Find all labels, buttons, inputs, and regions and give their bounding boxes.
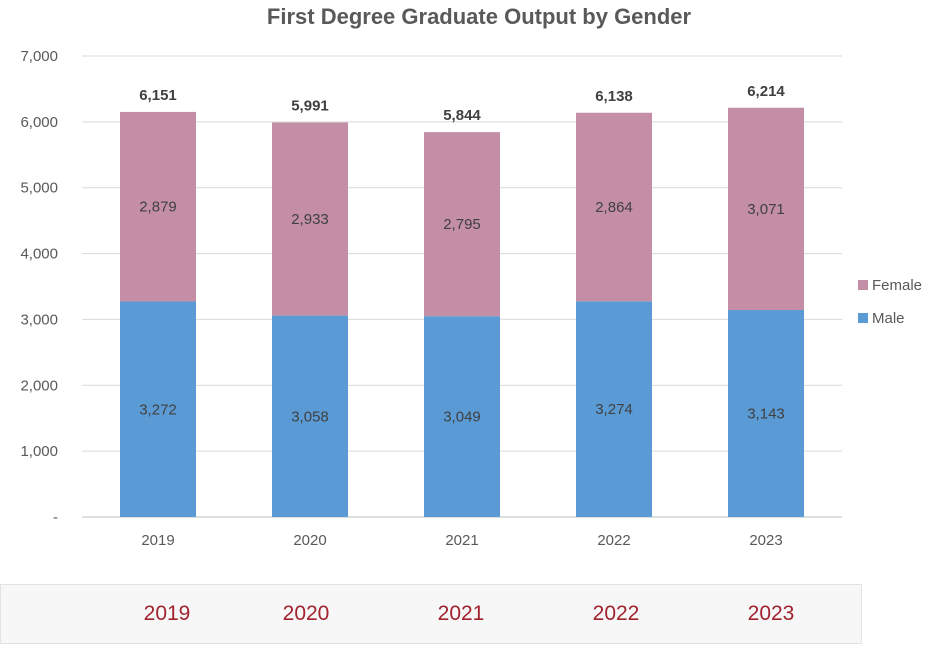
legend: Female Male xyxy=(858,277,922,327)
x-axis: 2019 2020 2021 2022 2023 xyxy=(141,532,782,549)
data-label-male-2022: 3,274 xyxy=(595,401,633,418)
year-tab-2023[interactable]: 2023 xyxy=(747,602,795,625)
y-tick-label: 6,000 xyxy=(20,114,58,131)
x-tick-label: 2021 xyxy=(445,532,478,549)
stacked-bar-chart: First Degree Graduate Output by Gender -… xyxy=(20,4,922,549)
year-tab-2019[interactable]: 2019 xyxy=(143,602,191,625)
y-tick-label: - xyxy=(53,509,58,526)
data-label-male-2021: 3,049 xyxy=(443,409,481,426)
year-tab-2022[interactable]: 2022 xyxy=(592,602,640,625)
bar-male-2022 xyxy=(576,301,652,517)
total-label-2020: 5,991 xyxy=(291,97,329,114)
legend-swatch-male xyxy=(858,313,868,323)
year-tab-2020[interactable]: 2020 xyxy=(282,602,330,625)
chart-title: First Degree Graduate Output by Gender xyxy=(267,4,692,29)
bar-male-2021 xyxy=(424,316,500,517)
x-tick-label: 2020 xyxy=(293,532,326,549)
legend-label-female: Female xyxy=(872,277,922,294)
data-label-male-2023: 3,143 xyxy=(747,406,785,423)
total-label-2021: 5,844 xyxy=(443,107,481,124)
bar-female-2020 xyxy=(272,122,348,316)
y-tick-label: 2,000 xyxy=(20,377,58,394)
total-label-2022: 6,138 xyxy=(595,88,633,105)
legend-label-male: Male xyxy=(872,310,905,327)
x-tick-label: 2022 xyxy=(597,532,630,549)
total-label-2019: 6,151 xyxy=(139,87,177,104)
x-tick-label: 2023 xyxy=(749,532,782,549)
data-label-female-2022: 2,864 xyxy=(595,199,633,216)
legend-swatch-female xyxy=(858,280,868,290)
bar-female-2022 xyxy=(576,112,652,302)
bar-male-2023 xyxy=(728,310,804,517)
year-tab-2021[interactable]: 2021 xyxy=(437,602,485,625)
bar-female-2021 xyxy=(424,132,500,317)
x-tick-label: 2019 xyxy=(141,532,174,549)
data-label-male-2019: 3,272 xyxy=(139,401,177,418)
y-tick-label: 3,000 xyxy=(20,311,58,328)
y-tick-label: 7,000 xyxy=(20,48,58,65)
bar-female-2023 xyxy=(728,107,804,311)
bar-male-2019 xyxy=(120,301,196,517)
bar-male-2020 xyxy=(272,315,348,517)
data-label-female-2019: 2,879 xyxy=(139,199,177,216)
y-tick-label: 4,000 xyxy=(20,246,58,263)
y-tick-label: 1,000 xyxy=(20,443,58,460)
data-label-female-2021: 2,795 xyxy=(443,216,481,233)
data-label-female-2020: 2,933 xyxy=(291,211,329,228)
total-label-2023: 6,214 xyxy=(747,83,785,100)
data-label-female-2023: 3,071 xyxy=(747,201,785,218)
bars: 3,272 2,879 6,151 3,058 2,933 5,991 3,049 2,795… xyxy=(120,83,804,517)
y-axis: - 1,000 2,000 3,000 4,000 5,000 6,000 7,000 xyxy=(20,48,58,526)
y-tick-label: 5,000 xyxy=(20,180,58,197)
year-tab-bar: 2019 2020 2021 2022 2023 xyxy=(0,584,862,644)
bar-female-2019 xyxy=(120,111,196,302)
data-label-male-2020: 3,058 xyxy=(291,408,329,425)
